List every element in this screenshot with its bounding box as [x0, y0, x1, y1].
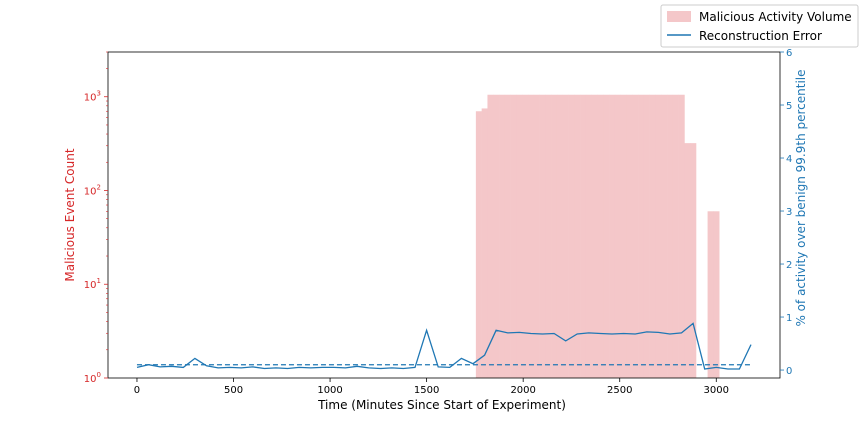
bar	[655, 94, 662, 379]
bar	[597, 94, 604, 379]
y-axis-left-label: Malicious Event Count	[63, 148, 77, 281]
plot-frame	[107, 51, 781, 379]
y-right-tick-label: 3	[786, 207, 792, 218]
bar	[661, 94, 668, 379]
y-axis-right-label: % of activity over benign 99.9th percent…	[794, 69, 808, 326]
bar	[533, 94, 540, 379]
bar	[487, 94, 494, 379]
bar	[551, 94, 558, 379]
legend: Malicious Activity Volume Reconstruction…	[660, 4, 859, 48]
bar	[591, 94, 598, 379]
bar	[516, 94, 523, 379]
bar	[649, 94, 656, 379]
bar	[510, 94, 517, 379]
bar	[603, 94, 610, 379]
line-layer	[136, 322, 752, 370]
bar	[713, 211, 720, 378]
bar	[493, 94, 500, 379]
bar	[475, 111, 482, 378]
bar	[643, 94, 650, 379]
y-right-tick-label: 0	[786, 366, 792, 377]
y-left-tick-label: 101	[84, 277, 101, 291]
bar	[574, 94, 581, 379]
y-right-tick-label: 5	[786, 101, 792, 112]
y-left-tick-label: 102	[84, 183, 101, 197]
bar	[690, 143, 697, 378]
bar	[562, 94, 569, 379]
bar	[522, 94, 529, 379]
ticks-layer: 0 500 1000 1500 2000 2500 3000 100 101 102 103 0 1 2 3…	[84, 48, 793, 396]
bar	[632, 94, 639, 379]
x-tick-label: 2000	[510, 385, 535, 396]
x-tick-label: 1000	[317, 385, 342, 396]
bar	[545, 94, 552, 379]
bar	[528, 94, 535, 379]
x-axis-label: Time (Minutes Since Start of Experiment)	[317, 398, 566, 412]
bar	[568, 94, 575, 379]
bar	[684, 143, 691, 378]
bar	[539, 94, 546, 379]
bar	[667, 94, 674, 379]
legend-frame	[660, 4, 859, 48]
y-right-tick-label: 6	[786, 48, 792, 59]
x-tick-label: 3000	[704, 385, 729, 396]
bar	[614, 94, 621, 379]
bar	[504, 94, 511, 379]
legend-swatch-malicious-activity	[667, 11, 691, 22]
bar	[585, 94, 593, 379]
bar	[499, 94, 506, 379]
y-left-tick-label: 103	[84, 90, 101, 104]
y-left-tick-label: 100	[84, 371, 101, 385]
reconstruction-error-line	[136, 322, 752, 370]
bar	[678, 94, 685, 379]
legend-label-reconstruction-error: Reconstruction Error	[699, 29, 822, 43]
y-right-tick-label: 1	[786, 313, 792, 324]
bar	[638, 94, 645, 379]
bar	[707, 211, 714, 378]
bar	[672, 94, 679, 379]
legend-label-malicious-activity: Malicious Activity Volume	[699, 10, 852, 24]
x-tick-label: 2500	[607, 385, 632, 396]
bar	[609, 94, 616, 379]
bar	[580, 94, 587, 379]
bar	[620, 94, 627, 379]
bar	[556, 94, 564, 379]
x-tick-label: 500	[224, 385, 243, 396]
x-tick-label: 0	[134, 385, 140, 396]
axes-layer	[107, 51, 781, 379]
bar	[481, 108, 488, 378]
bar	[626, 94, 633, 379]
bars-layer	[475, 94, 720, 379]
y-right-tick-label: 2	[786, 260, 792, 271]
y-right-tick-label: 4	[786, 154, 792, 165]
x-tick-label: 1500	[414, 385, 439, 396]
